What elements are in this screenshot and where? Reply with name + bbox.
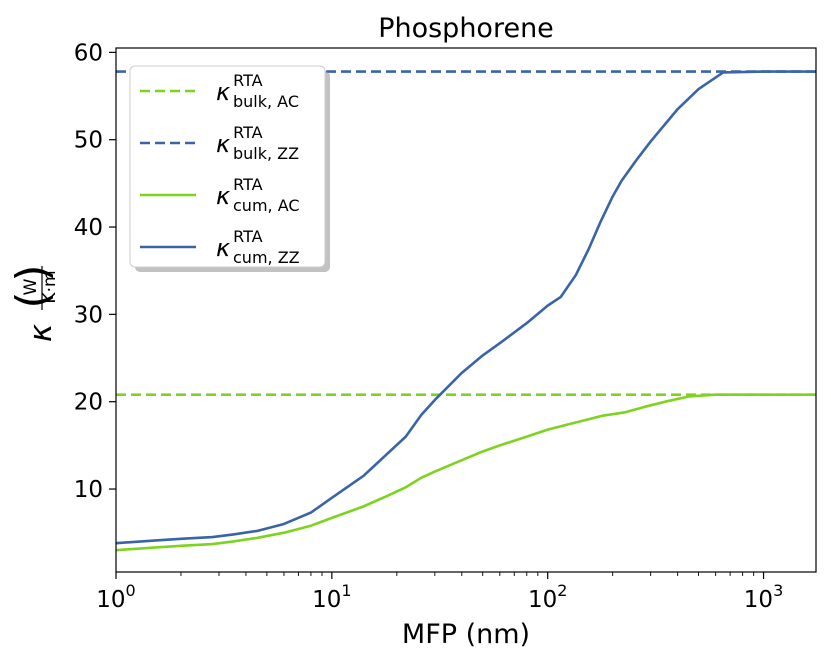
- y-unit-numerator: W: [21, 278, 41, 295]
- y-unit-denominator: K·m: [40, 270, 60, 303]
- axes-frame: [115, 47, 817, 573]
- legend-label-bulk-ac: κ RTA bulk, AC: [216, 71, 299, 111]
- y-tick-label: 10: [74, 477, 103, 503]
- x-tick-label: 100: [96, 581, 135, 613]
- x-tick-label: 103: [744, 581, 783, 613]
- series-cum-ac: [115, 393, 816, 552]
- x-axis-ticks: 100 101 102 103: [96, 572, 783, 613]
- chart-title: Phosphorene: [378, 13, 554, 44]
- y-tick-label: 20: [74, 390, 103, 416]
- y-axis-ticks: 10 20 30 40 50 60: [74, 40, 116, 503]
- series-cum-zz: [115, 70, 816, 545]
- y-tick-label: 30: [74, 302, 103, 328]
- y-tick-label: 50: [74, 128, 103, 154]
- svg-text:κ: κ: [23, 323, 59, 342]
- x-tick-label: 102: [528, 581, 567, 613]
- legend-box: [129, 65, 326, 268]
- legend-label-bulk-zz: κ RTA bulk, ZZ: [216, 123, 299, 163]
- x-tick-label: 101: [312, 581, 351, 613]
- legend-label-cum-ac: κ RTA cum, AC: [216, 175, 300, 215]
- legend: κ RTA bulk, AC κ RTA bulk, ZZ κ RTA cum, AC κ RTA c…: [129, 65, 330, 272]
- y-tick-label: 40: [74, 215, 103, 241]
- x-axis-label: MFP (nm): [402, 619, 530, 650]
- legend-label-cum-zz: κ RTA cum, ZZ: [216, 227, 300, 267]
- y-axis-label: κ ( W K·m ): [7, 264, 60, 342]
- y-tick-label: 60: [74, 40, 103, 66]
- svg-text:(: (: [7, 291, 58, 308]
- plot-content: [115, 70, 816, 552]
- svg-text:): ): [7, 264, 58, 281]
